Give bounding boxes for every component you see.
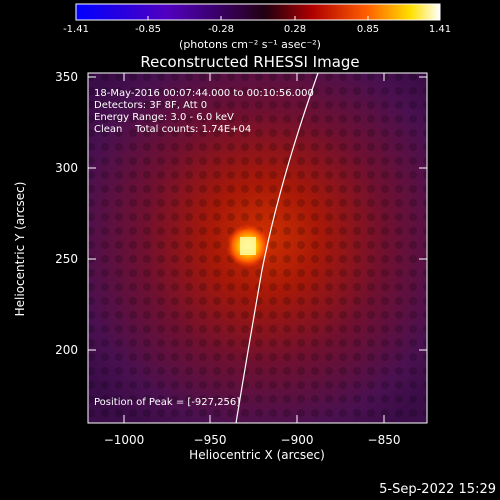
colorbar-units: (photons cm⁻² s⁻¹ asec⁻²) bbox=[179, 38, 321, 51]
x-tick-950: −950 bbox=[193, 433, 227, 447]
peak-position: Position of Peak = [-927,256] bbox=[94, 397, 241, 408]
cb-tick-3: 0.28 bbox=[283, 24, 307, 35]
annotation-block: 18-May-2016 00:07:44.000 to 00:10:56.000… bbox=[94, 88, 314, 136]
colorbar bbox=[75, 3, 441, 21]
x-tick-850: −850 bbox=[367, 433, 401, 447]
plot-frame bbox=[87, 72, 428, 424]
colorbar-ticks bbox=[75, 16, 441, 20]
energy-range: Energy Range: 3.0 - 6.0 keV bbox=[94, 112, 234, 123]
image-area bbox=[88, 73, 427, 423]
y-tick-300: 300 bbox=[55, 161, 78, 175]
x-axis-ticks bbox=[123, 73, 385, 423]
cb-tick-0: -1.41 bbox=[63, 24, 89, 35]
figure-title: Reconstructed RHESSI Image bbox=[140, 53, 360, 71]
cb-tick-1: -0.85 bbox=[135, 24, 161, 35]
y-tick-200: 200 bbox=[55, 343, 78, 357]
cb-tick-2: -0.28 bbox=[208, 24, 234, 35]
clean-counts: Clean Total counts: 1.74E+04 bbox=[94, 124, 252, 135]
cb-tick-4: 0.85 bbox=[356, 24, 380, 35]
y-axis-ticks bbox=[88, 76, 427, 351]
y-tick-350: 350 bbox=[55, 70, 78, 84]
y-tick-250: 250 bbox=[55, 252, 78, 266]
detectors: Detectors: 3F 8F, Att 0 bbox=[94, 100, 208, 111]
cb-tick-5: 1.41 bbox=[428, 24, 452, 35]
y-axis-label: Heliocentric Y (arcsec) bbox=[13, 181, 27, 317]
x-axis-label: Heliocentric X (arcsec) bbox=[189, 448, 325, 462]
timestamp: 5-Sep-2022 15:29 bbox=[379, 482, 496, 497]
time-range: 18-May-2016 00:07:44.000 to 00:10:56.000 bbox=[94, 88, 314, 99]
solar-limb bbox=[235, 73, 319, 423]
x-tick-1000: −1000 bbox=[103, 433, 145, 447]
x-tick-900: −900 bbox=[280, 433, 314, 447]
